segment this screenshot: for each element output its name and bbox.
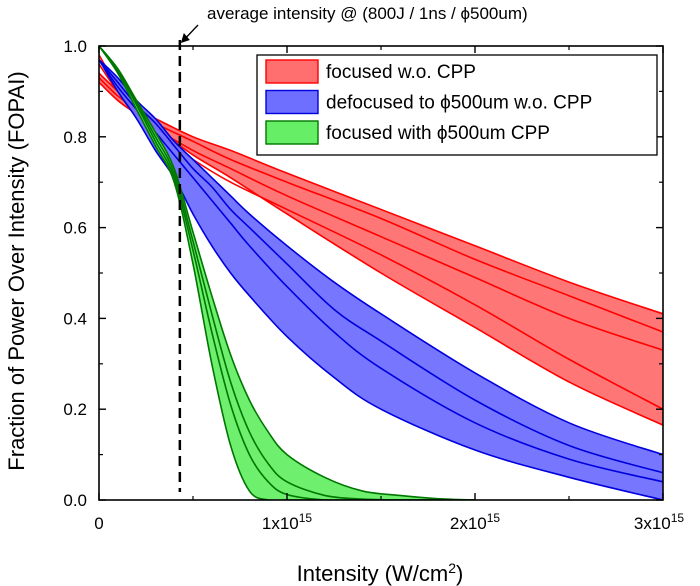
series-1-lower-line	[99, 59, 663, 500]
x-axis-label: Intensity (W/cm2)	[297, 560, 464, 586]
annotation-arrowhead	[180, 33, 190, 43]
annotation-text: average intensity @ (800J / 1ns / ϕ500um…	[207, 4, 528, 23]
legend-swatch	[265, 59, 319, 84]
x-tick-label: 0	[94, 514, 103, 533]
legend-box	[256, 54, 658, 156]
series-2-lower-line	[99, 45, 475, 500]
band-0	[99, 73, 663, 426]
x-tick-label: 3x1015	[634, 511, 685, 533]
y-tick-label: 0.0	[63, 491, 87, 510]
axes-layer: 0.0 0.2 0.4 0.6 0.8 1.0 0 1x1015 2x1015 3x1015	[63, 37, 684, 533]
annotation: average intensity @ (800J / 1ns / ϕ500um…	[178, 4, 528, 492]
series-1-upper-line	[99, 59, 663, 456]
y-axis-label: Fraction of Power Over Intensity (FOPAI)	[4, 71, 29, 470]
y-tick-label: 1.0	[63, 37, 87, 56]
legend-swatch	[265, 89, 319, 115]
y-tick-label: 0.6	[63, 219, 87, 238]
legend-swatch	[265, 120, 319, 145]
legend-label: defocused to ϕ500um w.o. CPP	[326, 93, 592, 114]
legend: focused w.o. CPP defocused to ϕ500um w.o.…	[256, 54, 658, 156]
band-1	[99, 59, 663, 500]
legend-label: focused w.o. CPP	[326, 62, 476, 83]
y-tick-label: 0.8	[63, 128, 87, 147]
x-tick-label: 1x1015	[262, 511, 313, 533]
legend-label: focused with ϕ500um CPP	[326, 123, 550, 144]
series-1-line-1	[99, 59, 663, 474]
x-tick-label: 2x1015	[450, 511, 501, 533]
y-tick-label: 0.2	[63, 400, 87, 419]
y-tick-label: 0.4	[63, 309, 87, 328]
series-2-upper-line	[99, 45, 476, 500]
series-2-line-0	[99, 45, 475, 500]
